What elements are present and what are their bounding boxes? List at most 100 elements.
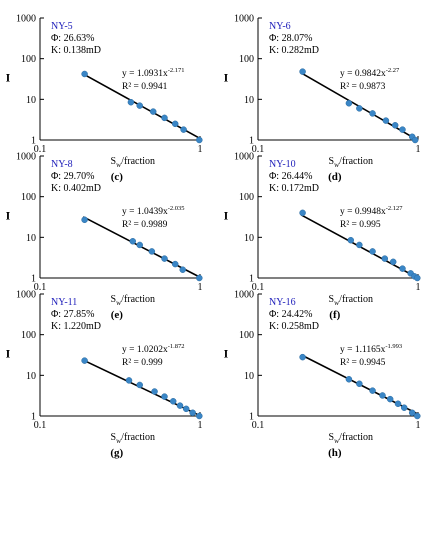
data-point (151, 388, 158, 395)
data-point (356, 380, 363, 388)
data-point (161, 114, 168, 122)
x-axis-label-rest: /fraction (339, 432, 373, 443)
data-point (379, 392, 386, 399)
data-point (196, 274, 203, 282)
x-tick-label: 0.1 (252, 420, 265, 431)
y-tick-label: 10 (244, 371, 254, 382)
data-point (149, 108, 157, 115)
fit-r2-prefix: R² = (340, 358, 359, 368)
x-axis-label-main: S (329, 432, 335, 443)
x-axis-label-rest: /fraction (339, 156, 373, 167)
data-point (161, 255, 168, 262)
y-axis-label: I (6, 346, 11, 360)
sample-name: NY-8 (51, 159, 73, 170)
data-point (169, 398, 177, 405)
data-point (196, 136, 203, 144)
data-point (369, 248, 376, 255)
fit-eq-prefix: y = (122, 69, 137, 79)
y-tick-label: 10 (26, 95, 36, 106)
x-axis-label-sub: w (334, 161, 340, 169)
panel-label: (c) (111, 171, 124, 183)
porosity-label: Φ: 26.63% (51, 33, 94, 44)
x-tick-label: 1 (198, 282, 203, 293)
y-axis-label: I (224, 208, 229, 222)
y-tick-label: 1000 (16, 290, 36, 301)
data-point (408, 409, 416, 417)
y-tick-label: 1000 (16, 152, 36, 163)
x-tick-label: 0.1 (34, 282, 47, 293)
y-tick-label: 1000 (234, 290, 254, 301)
data-point (386, 395, 394, 403)
x-tick-label: 1 (198, 420, 203, 431)
y-tick-label: 1000 (234, 14, 254, 25)
fit-exponent: -1.993 (385, 343, 402, 350)
data-point (171, 260, 179, 268)
data-point (356, 105, 363, 112)
permeability-label: K: 0.258mD (269, 321, 319, 332)
fit-exponent: -2.035 (168, 205, 185, 212)
permeability-label: K: 0.282mD (269, 45, 319, 56)
x-axis-label-sub: w (334, 437, 340, 445)
fit-r-squared: R² = 0.995 (340, 220, 381, 230)
data-point (299, 68, 306, 75)
y-tick-label: 100 (239, 54, 254, 65)
sample-name: NY-5 (51, 21, 73, 32)
y-tick-label: 100 (239, 330, 254, 341)
fit-equation: y = 1.0202x-1.872 (122, 343, 185, 355)
data-point (196, 412, 203, 420)
y-axis-label: I (224, 346, 229, 360)
data-point (399, 126, 406, 133)
y-tick-label: 100 (239, 192, 254, 203)
porosity-label: Φ: 27.85% (51, 309, 94, 320)
data-point (176, 402, 184, 409)
y-tick-label: 1 (249, 136, 254, 147)
data-point (127, 98, 135, 106)
panel-label: (f) (329, 309, 340, 321)
y-axis-label: I (224, 70, 229, 84)
sample-name: NY-6 (269, 21, 291, 32)
data-point (411, 136, 419, 144)
fit-eq-prefix: y = (340, 69, 355, 79)
x-axis-label-main: S (111, 156, 117, 167)
fit-r2-prefix: R² = (122, 220, 141, 230)
fit-coefficient: 1.1165 (355, 345, 381, 355)
data-point (161, 393, 168, 400)
fit-exponent: -2.27 (386, 67, 400, 74)
data-point (81, 216, 88, 224)
porosity-label: Φ: 28.07% (269, 33, 312, 44)
data-point (389, 258, 397, 266)
fit-r2-value: 0.9873 (359, 82, 385, 92)
sample-name: NY-10 (269, 159, 296, 170)
y-tick-label: 1 (31, 412, 36, 423)
x-axis-label-main: S (111, 432, 117, 443)
data-point (136, 102, 143, 109)
data-point (148, 248, 156, 255)
data-point (399, 265, 406, 272)
x-axis-label-main: S (329, 156, 335, 167)
fit-r-squared: R² = 0.9945 (340, 358, 386, 368)
x-axis-label: Sw/fraction (111, 156, 156, 169)
data-point (182, 405, 190, 413)
x-axis-label-rest: /fraction (121, 156, 155, 167)
data-point (189, 409, 196, 417)
x-tick-label: 1 (198, 144, 203, 155)
porosity-label: Φ: 24.42% (269, 309, 312, 320)
data-point (356, 241, 363, 249)
x-tick-label: 1 (416, 420, 421, 431)
fit-eq-prefix: y = (122, 207, 137, 217)
x-axis-label-sub: w (116, 299, 122, 307)
permeability-label: K: 1.220mD (51, 321, 101, 332)
x-tick-label: 0.1 (252, 144, 265, 155)
x-axis-label: Sw/fraction (111, 432, 156, 445)
x-axis-label-main: S (329, 294, 335, 305)
x-axis-label: Sw/fraction (329, 432, 374, 445)
porosity-label: Φ: 29.70% (51, 171, 94, 182)
fit-r2-prefix: R² = (340, 220, 359, 230)
y-tick-label: 1000 (234, 152, 254, 163)
permeability-label: K: 0.172mD (269, 183, 319, 194)
x-axis-label-rest: /fraction (339, 294, 373, 305)
x-tick-label: 1 (416, 144, 421, 155)
fit-exponent: -1.872 (168, 343, 185, 350)
